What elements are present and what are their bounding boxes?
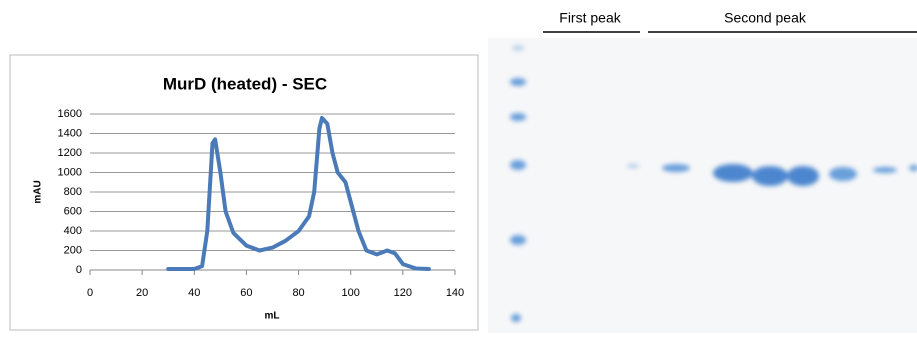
x-tick-label: 60 bbox=[240, 287, 252, 299]
sample-band bbox=[627, 164, 639, 168]
y-tick-label: 400 bbox=[64, 225, 82, 237]
ladder-band bbox=[510, 235, 526, 245]
y-tick-label: 0 bbox=[76, 264, 82, 276]
y-tick-label: 1600 bbox=[58, 108, 82, 120]
y-tick-label: 600 bbox=[64, 205, 82, 217]
ladder-band bbox=[510, 160, 526, 170]
y-axis-label: mAU bbox=[33, 180, 44, 203]
x-axis-label: mL bbox=[265, 311, 280, 322]
x-tick-label: 80 bbox=[292, 287, 304, 299]
x-tick-label: 20 bbox=[136, 287, 148, 299]
gel-label: First peak bbox=[559, 10, 621, 26]
x-tick-label: 100 bbox=[342, 287, 360, 299]
sample-band bbox=[662, 164, 690, 172]
sample-band bbox=[787, 166, 819, 186]
y-tick-label: 1200 bbox=[58, 147, 82, 159]
x-tick-label: 0 bbox=[87, 287, 93, 299]
gel-label: Second peak bbox=[724, 10, 807, 26]
x-tick-label: 140 bbox=[446, 287, 464, 299]
y-tick-label: 800 bbox=[64, 186, 82, 198]
ladder-band bbox=[510, 113, 526, 121]
x-tick-label: 40 bbox=[188, 287, 200, 299]
chart-title: MurD (heated) - SEC bbox=[163, 74, 327, 93]
y-tick-label: 1000 bbox=[58, 166, 82, 178]
data-line bbox=[166, 115, 431, 271]
ladder-band bbox=[510, 78, 526, 86]
y-tick-label: 200 bbox=[64, 244, 82, 256]
sample-band bbox=[829, 167, 857, 181]
gel-image: First peak Second peak bbox=[488, 10, 917, 333]
sample-band bbox=[873, 167, 897, 173]
x-tick-label: 120 bbox=[394, 287, 412, 299]
sample-band bbox=[752, 166, 788, 186]
ladder-band bbox=[511, 314, 521, 322]
gel-background bbox=[488, 38, 917, 333]
y-tick-label: 1400 bbox=[58, 127, 82, 139]
ladder-band bbox=[512, 45, 524, 51]
sample-band bbox=[713, 164, 753, 182]
sample-band bbox=[909, 165, 917, 171]
